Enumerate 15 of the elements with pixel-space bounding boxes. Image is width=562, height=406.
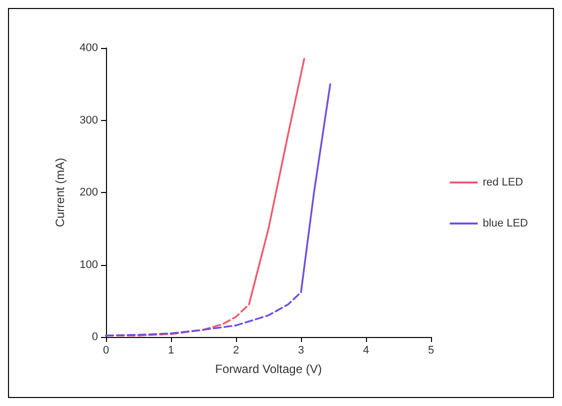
x-tick-label: 3 bbox=[298, 344, 304, 356]
y-tick-label: 100 bbox=[80, 258, 98, 271]
legend-label: red LED bbox=[482, 176, 524, 188]
x-tick-label: 2 bbox=[232, 344, 240, 356]
y-tick-label: 0 bbox=[92, 331, 98, 343]
x-axis-title: Forward Voltage (V) bbox=[215, 362, 322, 376]
x-tick-label: 4 bbox=[362, 344, 370, 356]
x-tick-label: 5 bbox=[428, 344, 434, 356]
y-tick-label: 300 bbox=[80, 114, 98, 126]
y-tick-label: 200 bbox=[80, 186, 98, 198]
y-axis-title: Current (mA) bbox=[53, 158, 67, 228]
x-tick-label: 1 bbox=[168, 344, 174, 356]
y-tick-label: 400 bbox=[80, 42, 98, 54]
x-tick-label: 0 bbox=[102, 344, 110, 356]
legend-label: blue LED bbox=[482, 218, 528, 230]
